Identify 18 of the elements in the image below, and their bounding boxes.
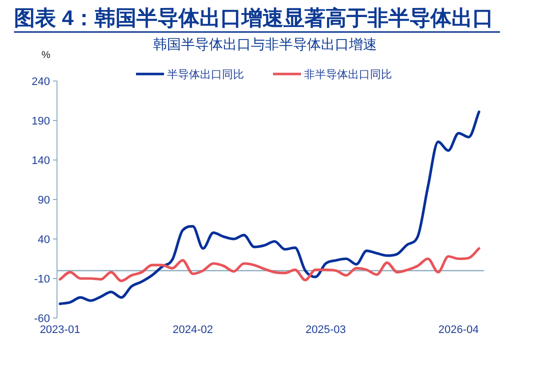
y-tick-label: 240 [32,76,50,88]
x-tick-label: 2024-02 [172,324,214,336]
y-axis-title: % [42,50,51,61]
line-series [58,110,480,306]
chart-title: 图表 4：韩国半导体出口增速显著高于非半导体出口 [14,6,494,30]
line-series [58,247,480,282]
x-tick-label: 2026-04 [438,324,479,336]
chart-subtitle: 韩国半导体出口与非半导体出口增速 [153,36,377,52]
y-tick-label: 90 [38,194,50,206]
y-tick-label: 140 [32,155,50,167]
legend-label: 非半导体出口同比 [304,68,392,81]
y-tick-label: -10 [34,274,50,286]
x-tick-label: 2025-03 [306,324,346,336]
y-tick-label: 190 [32,116,50,128]
y-tick-label: -60 [34,313,50,325]
x-tick-label: 2023-01 [40,324,80,336]
legend-label: 半导体出口同比 [167,68,244,81]
y-tick-label: 40 [38,234,50,246]
